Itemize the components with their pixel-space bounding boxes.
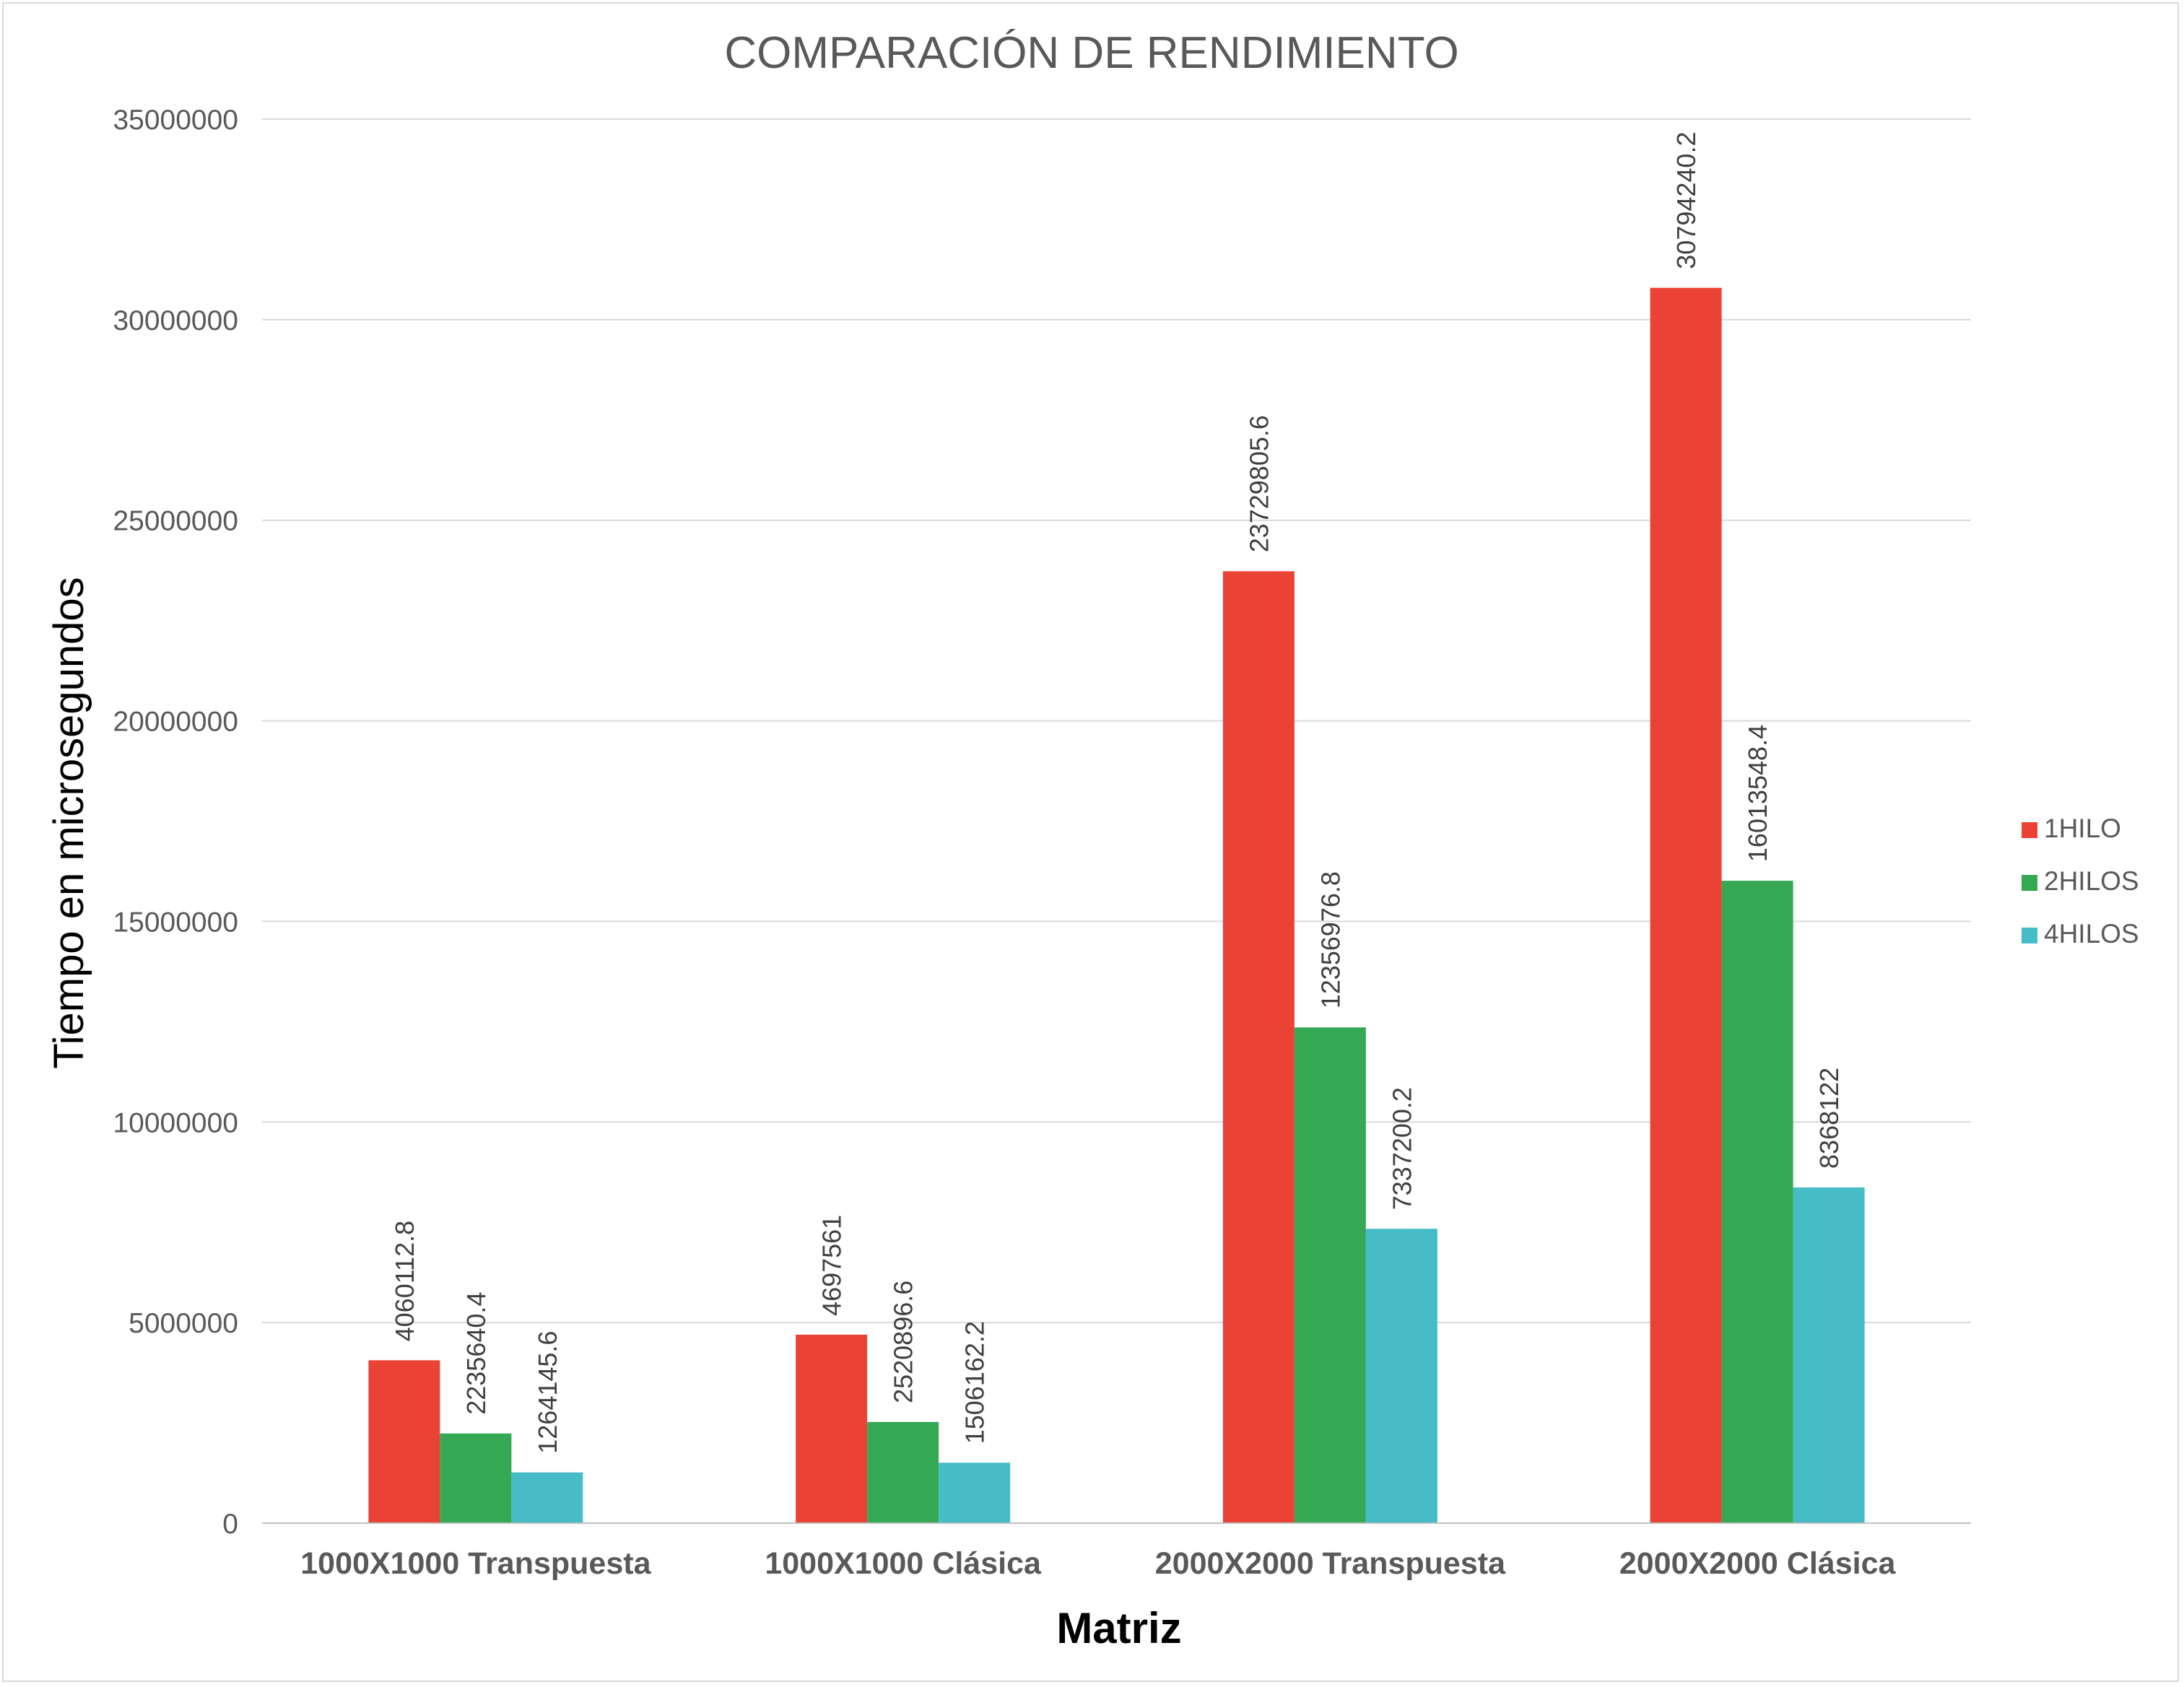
data-label: 8368122 xyxy=(1814,1068,1844,1169)
x-category-label: 2000X2000 Clásica xyxy=(1619,1546,1897,1581)
bar xyxy=(1793,1187,1865,1523)
y-tick-label: 30000000 xyxy=(113,305,238,336)
y-tick-label: 5000000 xyxy=(129,1308,238,1339)
data-label: 7337200.2 xyxy=(1387,1087,1417,1210)
legend-label: 1HILO xyxy=(2044,814,2121,843)
data-label: 12356976.8 xyxy=(1315,871,1345,1008)
legend-swatch xyxy=(2022,822,2037,838)
data-label: 1506162.2 xyxy=(960,1321,990,1444)
data-label: 16013548.4 xyxy=(1743,725,1772,862)
y-tick-label: 15000000 xyxy=(113,907,238,938)
data-labels: 4060112.8 2235640.4 1264145.6 4697561 252089… xyxy=(390,132,1844,1454)
x-category-label: 1000X1000 Clásica xyxy=(765,1546,1042,1581)
bar xyxy=(1365,1229,1437,1523)
x-axis-categories: 1000X1000 Transpuesta 1000X1000 Clásica 20… xyxy=(300,1546,1896,1581)
bar xyxy=(1721,881,1793,1523)
bar xyxy=(867,1421,939,1523)
bar xyxy=(368,1360,440,1523)
legend: 1HILO 2HILOS 4HILOS xyxy=(2022,814,2139,949)
x-category-label: 2000X2000 Transpuesta xyxy=(1155,1546,1506,1581)
x-axis-label: Matriz xyxy=(1056,1604,1181,1652)
data-label: 2520896.6 xyxy=(889,1281,918,1403)
y-tick-label: 25000000 xyxy=(113,506,238,537)
data-label: 4060112.8 xyxy=(390,1221,419,1342)
data-label: 2235640.4 xyxy=(461,1292,491,1415)
y-tick-label: 0 xyxy=(222,1509,238,1540)
legend-swatch xyxy=(2022,875,2037,891)
legend-swatch xyxy=(2022,928,2037,943)
bar xyxy=(1222,571,1295,1523)
legend-label: 2HILOS xyxy=(2044,866,2139,896)
y-tick-label: 35000000 xyxy=(113,105,238,136)
legend-label: 4HILOS xyxy=(2044,919,2139,949)
y-axis-ticks: 0 5000000 10000000 15000000 20000000 25000000… xyxy=(113,105,238,1540)
data-label: 23729805.6 xyxy=(1244,415,1274,552)
bar xyxy=(1294,1027,1366,1523)
data-label: 4697561 xyxy=(817,1215,847,1316)
bar xyxy=(796,1334,868,1523)
y-tick-label: 20000000 xyxy=(113,707,238,738)
y-tick-label: 10000000 xyxy=(113,1107,238,1138)
x-category-label: 1000X1000 Transpuesta xyxy=(300,1546,651,1581)
bar xyxy=(440,1433,512,1523)
bar xyxy=(511,1472,583,1523)
bars xyxy=(368,287,1865,1523)
data-label: 1264145.6 xyxy=(533,1331,562,1454)
chart-title: COMPARACIÓN DE RENDIMIENTO xyxy=(724,28,1458,78)
bar xyxy=(1650,287,1722,1523)
data-label: 30794240.2 xyxy=(1671,132,1701,269)
bar xyxy=(939,1462,1011,1523)
y-axis-label: Tiempo en microsegundos xyxy=(45,577,92,1068)
